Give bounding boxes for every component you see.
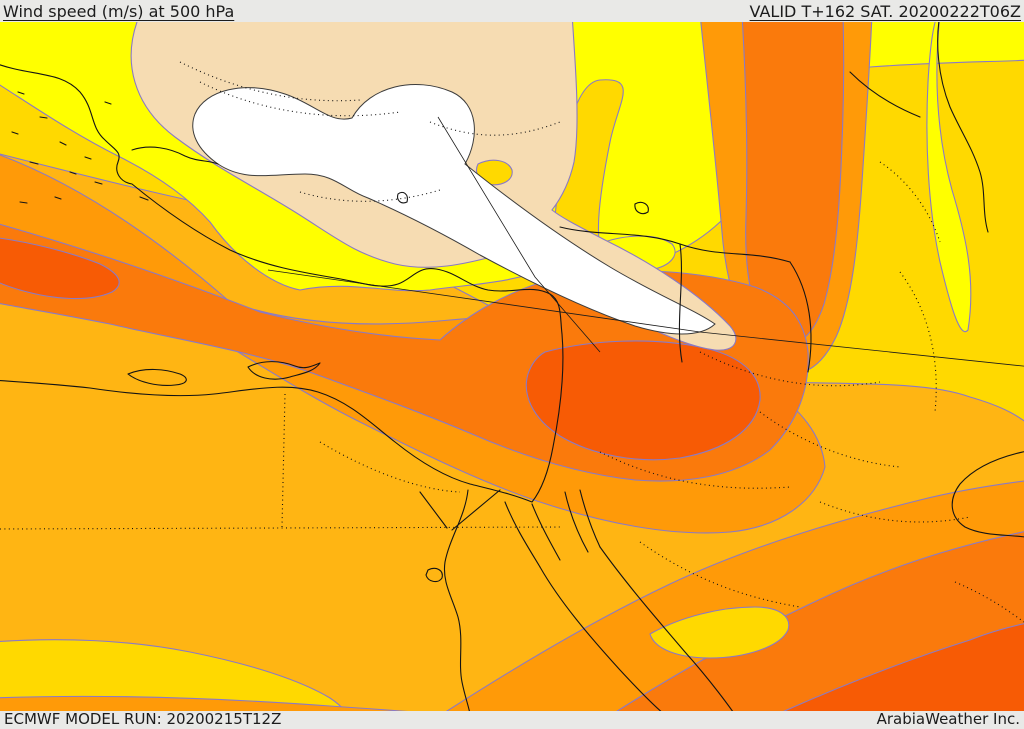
aegean-islands <box>11 91 149 204</box>
route-line-1 <box>267 269 1024 367</box>
red-sea-east-coast <box>599 546 734 711</box>
red-sea-west-coast <box>539 566 662 711</box>
footer-bar: ECMWF MODEL RUN: 20200215T12Z ArabiaWeat… <box>0 710 1024 729</box>
border-iran <box>789 261 812 373</box>
model-run-label: ECMWF MODEL RUN: 20200215T12Z <box>4 710 282 728</box>
border-iraq <box>678 243 683 363</box>
faiyum-lake <box>425 567 443 583</box>
route-line-2 <box>437 116 601 353</box>
brand-label: ArabiaWeather Inc. <box>876 710 1020 728</box>
valid-time-label: VALID T+162 SAT. 20200222T06Z <box>749 2 1021 21</box>
persian-gulf-coast <box>951 451 1024 538</box>
caspian-coast <box>937 22 989 233</box>
lake-van <box>634 201 649 215</box>
marmara-coast <box>131 146 219 165</box>
caucasus-border <box>849 71 921 118</box>
gulf-of-suez <box>504 501 561 568</box>
nile-river <box>443 489 470 711</box>
lake-tuz <box>397 191 408 204</box>
wind-speed-map <box>0 22 1024 711</box>
mediterranean-coastline <box>0 64 564 503</box>
map-title: Wind speed (m/s) at 500 hPa <box>3 2 235 21</box>
crete-island <box>127 368 187 386</box>
nile-delta <box>419 489 501 531</box>
dotted-borders <box>0 61 1024 623</box>
cyprus-island <box>247 361 321 380</box>
gulf-of-aqaba <box>564 489 601 553</box>
coastlines <box>0 22 1024 711</box>
header-bar: Wind speed (m/s) at 500 hPa VALID T+162 … <box>0 0 1024 22</box>
contour-map-canvas <box>0 22 1024 711</box>
